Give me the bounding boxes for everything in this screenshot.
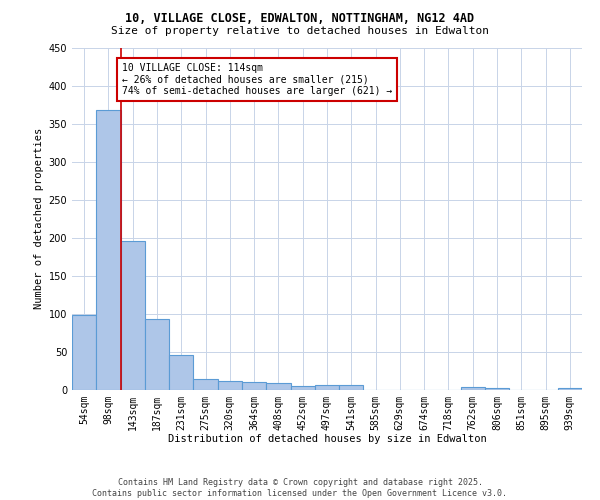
Bar <box>96 110 121 390</box>
Bar <box>193 378 218 390</box>
Text: 10 VILLAGE CLOSE: 114sqm
← 26% of detached houses are smaller (215)
74% of semi-: 10 VILLAGE CLOSE: 114sqm ← 26% of detach… <box>122 62 392 96</box>
Bar <box>315 386 339 390</box>
Bar <box>339 386 364 390</box>
Bar <box>558 388 582 390</box>
Text: 10, VILLAGE CLOSE, EDWALTON, NOTTINGHAM, NG12 4AD: 10, VILLAGE CLOSE, EDWALTON, NOTTINGHAM,… <box>125 12 475 26</box>
Text: Contains HM Land Registry data © Crown copyright and database right 2025.
Contai: Contains HM Land Registry data © Crown c… <box>92 478 508 498</box>
Bar <box>218 381 242 390</box>
Bar <box>485 388 509 390</box>
Bar <box>290 386 315 390</box>
Bar <box>242 382 266 390</box>
Bar <box>145 319 169 390</box>
X-axis label: Distribution of detached houses by size in Edwalton: Distribution of detached houses by size … <box>167 434 487 444</box>
Bar <box>121 241 145 390</box>
Bar <box>169 355 193 390</box>
Bar <box>461 387 485 390</box>
Bar <box>72 314 96 390</box>
Bar <box>266 383 290 390</box>
Y-axis label: Number of detached properties: Number of detached properties <box>34 128 44 310</box>
Text: Size of property relative to detached houses in Edwalton: Size of property relative to detached ho… <box>111 26 489 36</box>
